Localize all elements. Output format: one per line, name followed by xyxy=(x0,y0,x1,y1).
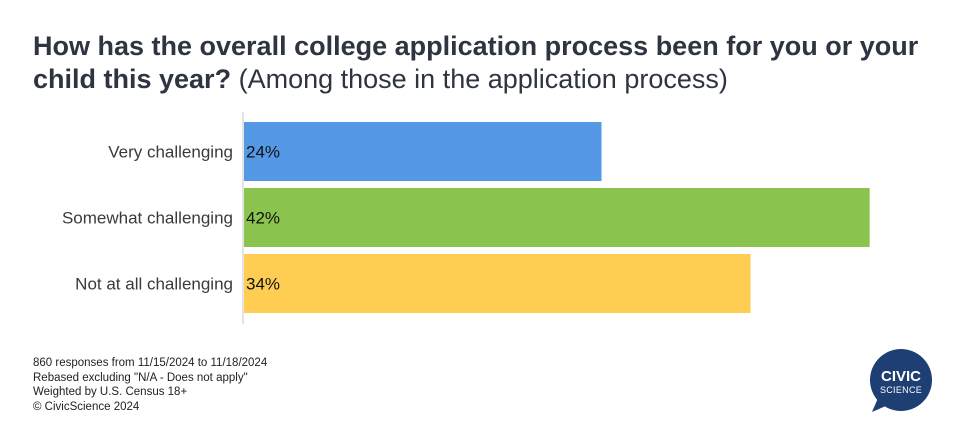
value-label: 24% xyxy=(246,143,280,162)
bar-very-challenging xyxy=(244,122,602,181)
value-label: 34% xyxy=(246,275,280,294)
bar-somewhat-challenging xyxy=(244,188,870,247)
value-label: 42% xyxy=(246,209,280,228)
footnotes: 860 responses from 11/15/2024 to 11/18/2… xyxy=(33,356,267,414)
category-label: Somewhat challenging xyxy=(62,209,233,228)
footnote-copyright: © CivicScience 2024 xyxy=(33,400,140,413)
footnote-weighted: Weighted by U.S. Census 18+ xyxy=(33,386,188,398)
logo-text-science: SCIENCE xyxy=(880,385,922,395)
category-label: Very challenging xyxy=(108,143,233,162)
category-label: Not at all challenging xyxy=(75,275,233,294)
chart-title-sub: (Among those in the application process) xyxy=(238,64,728,94)
footnote-rebased: Rebased excluding "N/A - Does not apply" xyxy=(33,371,248,384)
chart-title: How has the overall college application … xyxy=(33,30,933,96)
bar-not-at-all-challenging xyxy=(244,254,751,313)
bar-chart: Very challenging 24% Somewhat challenging 4… xyxy=(62,112,870,324)
chart-title-main: How has the overall college application … xyxy=(33,31,919,94)
civicscience-logo: CIVIC SCIENCE xyxy=(870,349,932,412)
footnote-responses: 860 responses from 11/15/2024 to 11/18/2… xyxy=(33,357,268,369)
logo-text-civic: CIVIC xyxy=(881,368,921,385)
